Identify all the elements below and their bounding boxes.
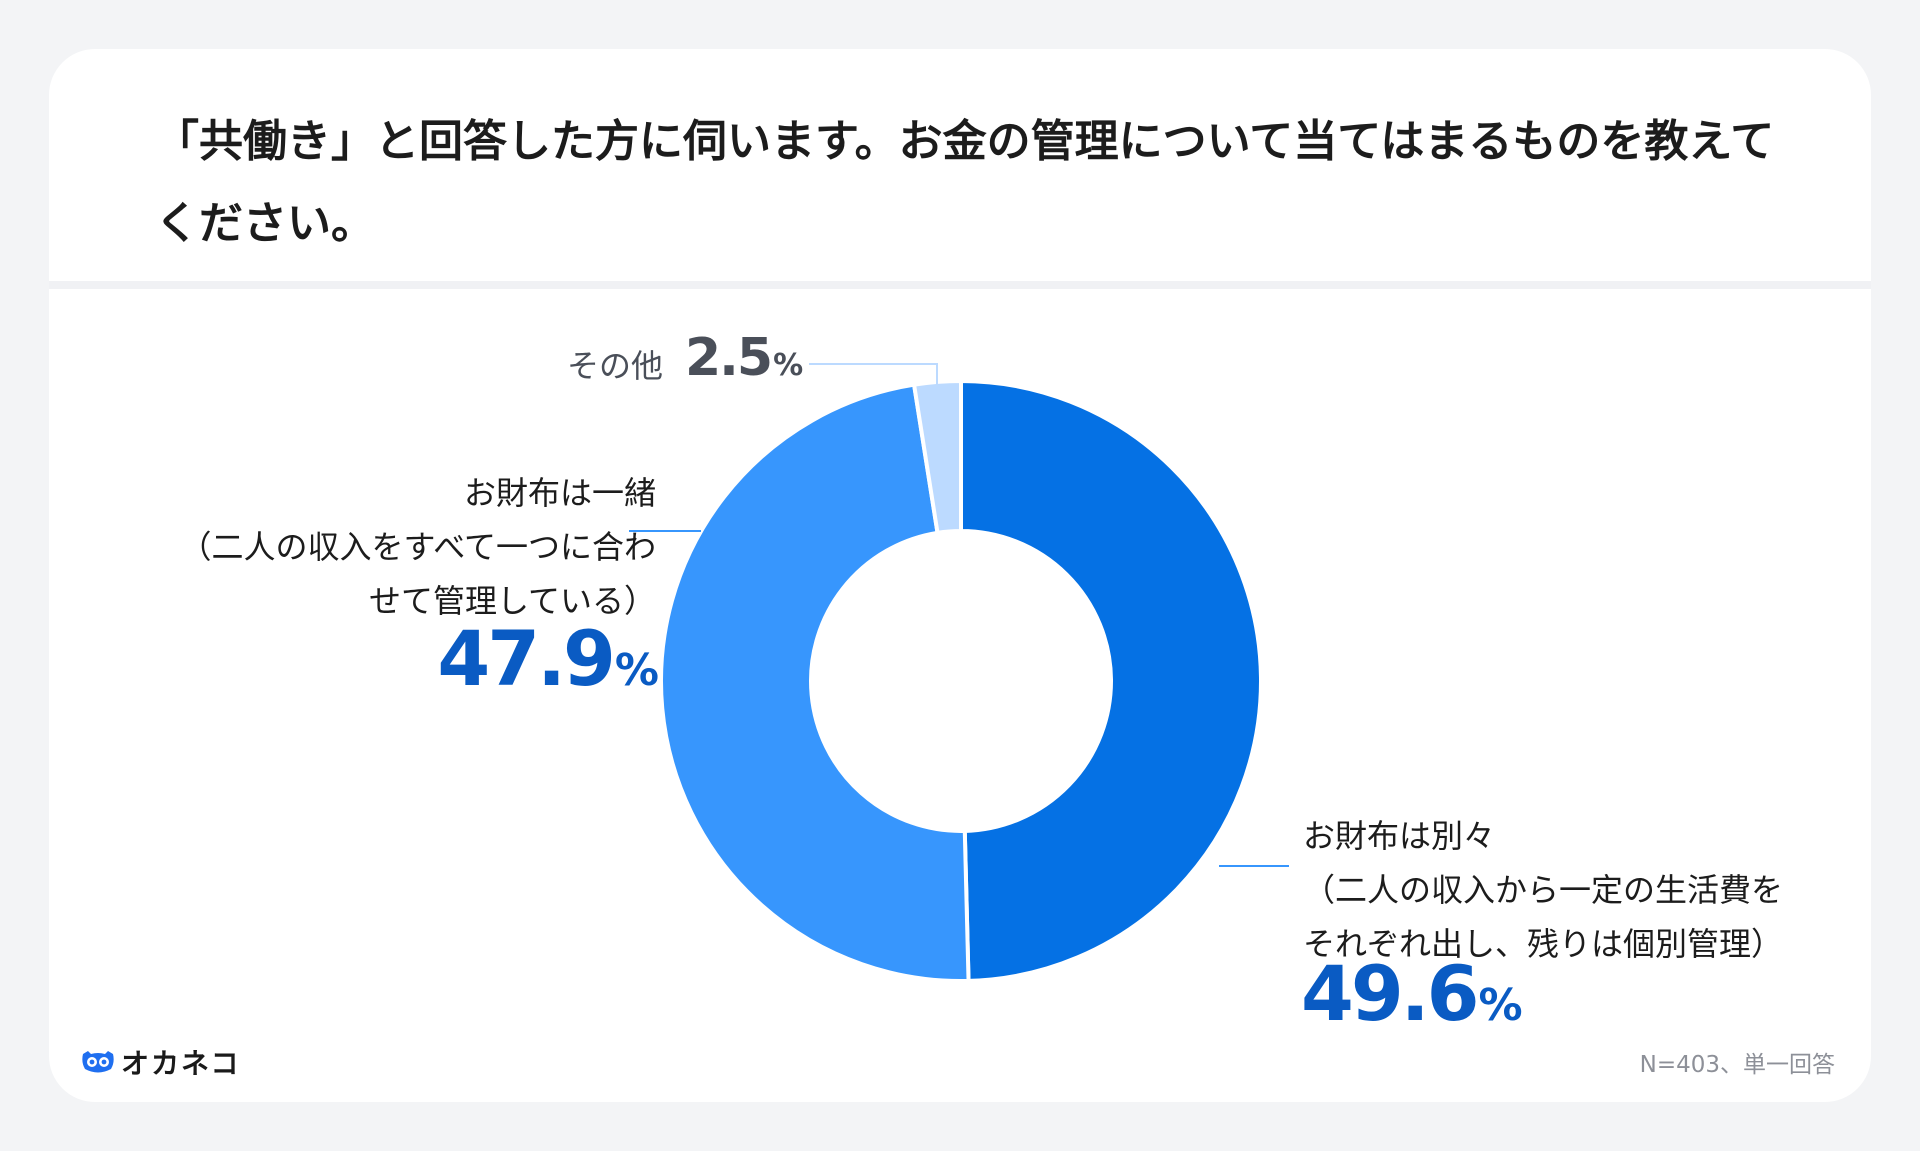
slice-label-line: せて管理している） (368, 582, 656, 620)
slice-value-shared: 47.9% (437, 614, 659, 703)
leader-line-other (809, 363, 938, 387)
slice-label-shared: お財布は一緒 （二人の収入をすべて一つに合わ せて管理している） (180, 466, 656, 628)
slice-label-line: それぞれ出し、残りは個別管理） (1303, 925, 1784, 963)
slice-value-separate: 49.6% (1301, 949, 1523, 1038)
slice-value-number: 49.6 (1301, 949, 1480, 1038)
donut-slice-other (911, 378, 963, 536)
slice-label-line: その他 (567, 347, 664, 385)
slice-value-unit: % (773, 348, 803, 383)
title-divider (49, 281, 1871, 289)
chart-title: 「共働き」と回答した方に伺います。お金の管理について当てはまるものを教えてくださ… (155, 116, 1775, 249)
slice-label-line: お財布は別々 (1303, 817, 1496, 855)
slice-label-line: （二人の収入をすべて一つに合わ (179, 528, 656, 566)
donut-chart (629, 363, 1289, 983)
donut-slice-separate (959, 378, 1263, 983)
okaneko-cat-icon (82, 1051, 114, 1073)
logo-text: オカネコ (121, 1047, 241, 1080)
donut-slice-shared (659, 382, 971, 983)
slice-label-line: （二人の収入から一定の生活費を (1303, 871, 1784, 909)
slice-label-other: その他 (567, 339, 663, 393)
slice-value-unit: % (614, 645, 659, 696)
slice-value-unit: % (1478, 980, 1523, 1031)
chart-card: 「共働き」と回答した方に伺います。お金の管理について当てはまるものを教えてくださ… (49, 49, 1871, 1102)
slice-label-line: お財布は一緒 (463, 474, 656, 512)
slice-value-number: 2.5 (685, 328, 773, 388)
donut-slices (659, 378, 1263, 983)
slice-value-other: 2.5% (685, 328, 803, 388)
okaneko-logo: オカネコ (81, 1042, 240, 1082)
slice-label-separate: お財布は別々 （二人の収入から一定の生活費を それぞれ出し、残りは個別管理） (1303, 809, 1783, 971)
slice-value-number: 47.9 (437, 614, 616, 703)
leader-lines (629, 363, 1289, 867)
sample-note: N=403、単一回答 (1639, 1052, 1835, 1078)
